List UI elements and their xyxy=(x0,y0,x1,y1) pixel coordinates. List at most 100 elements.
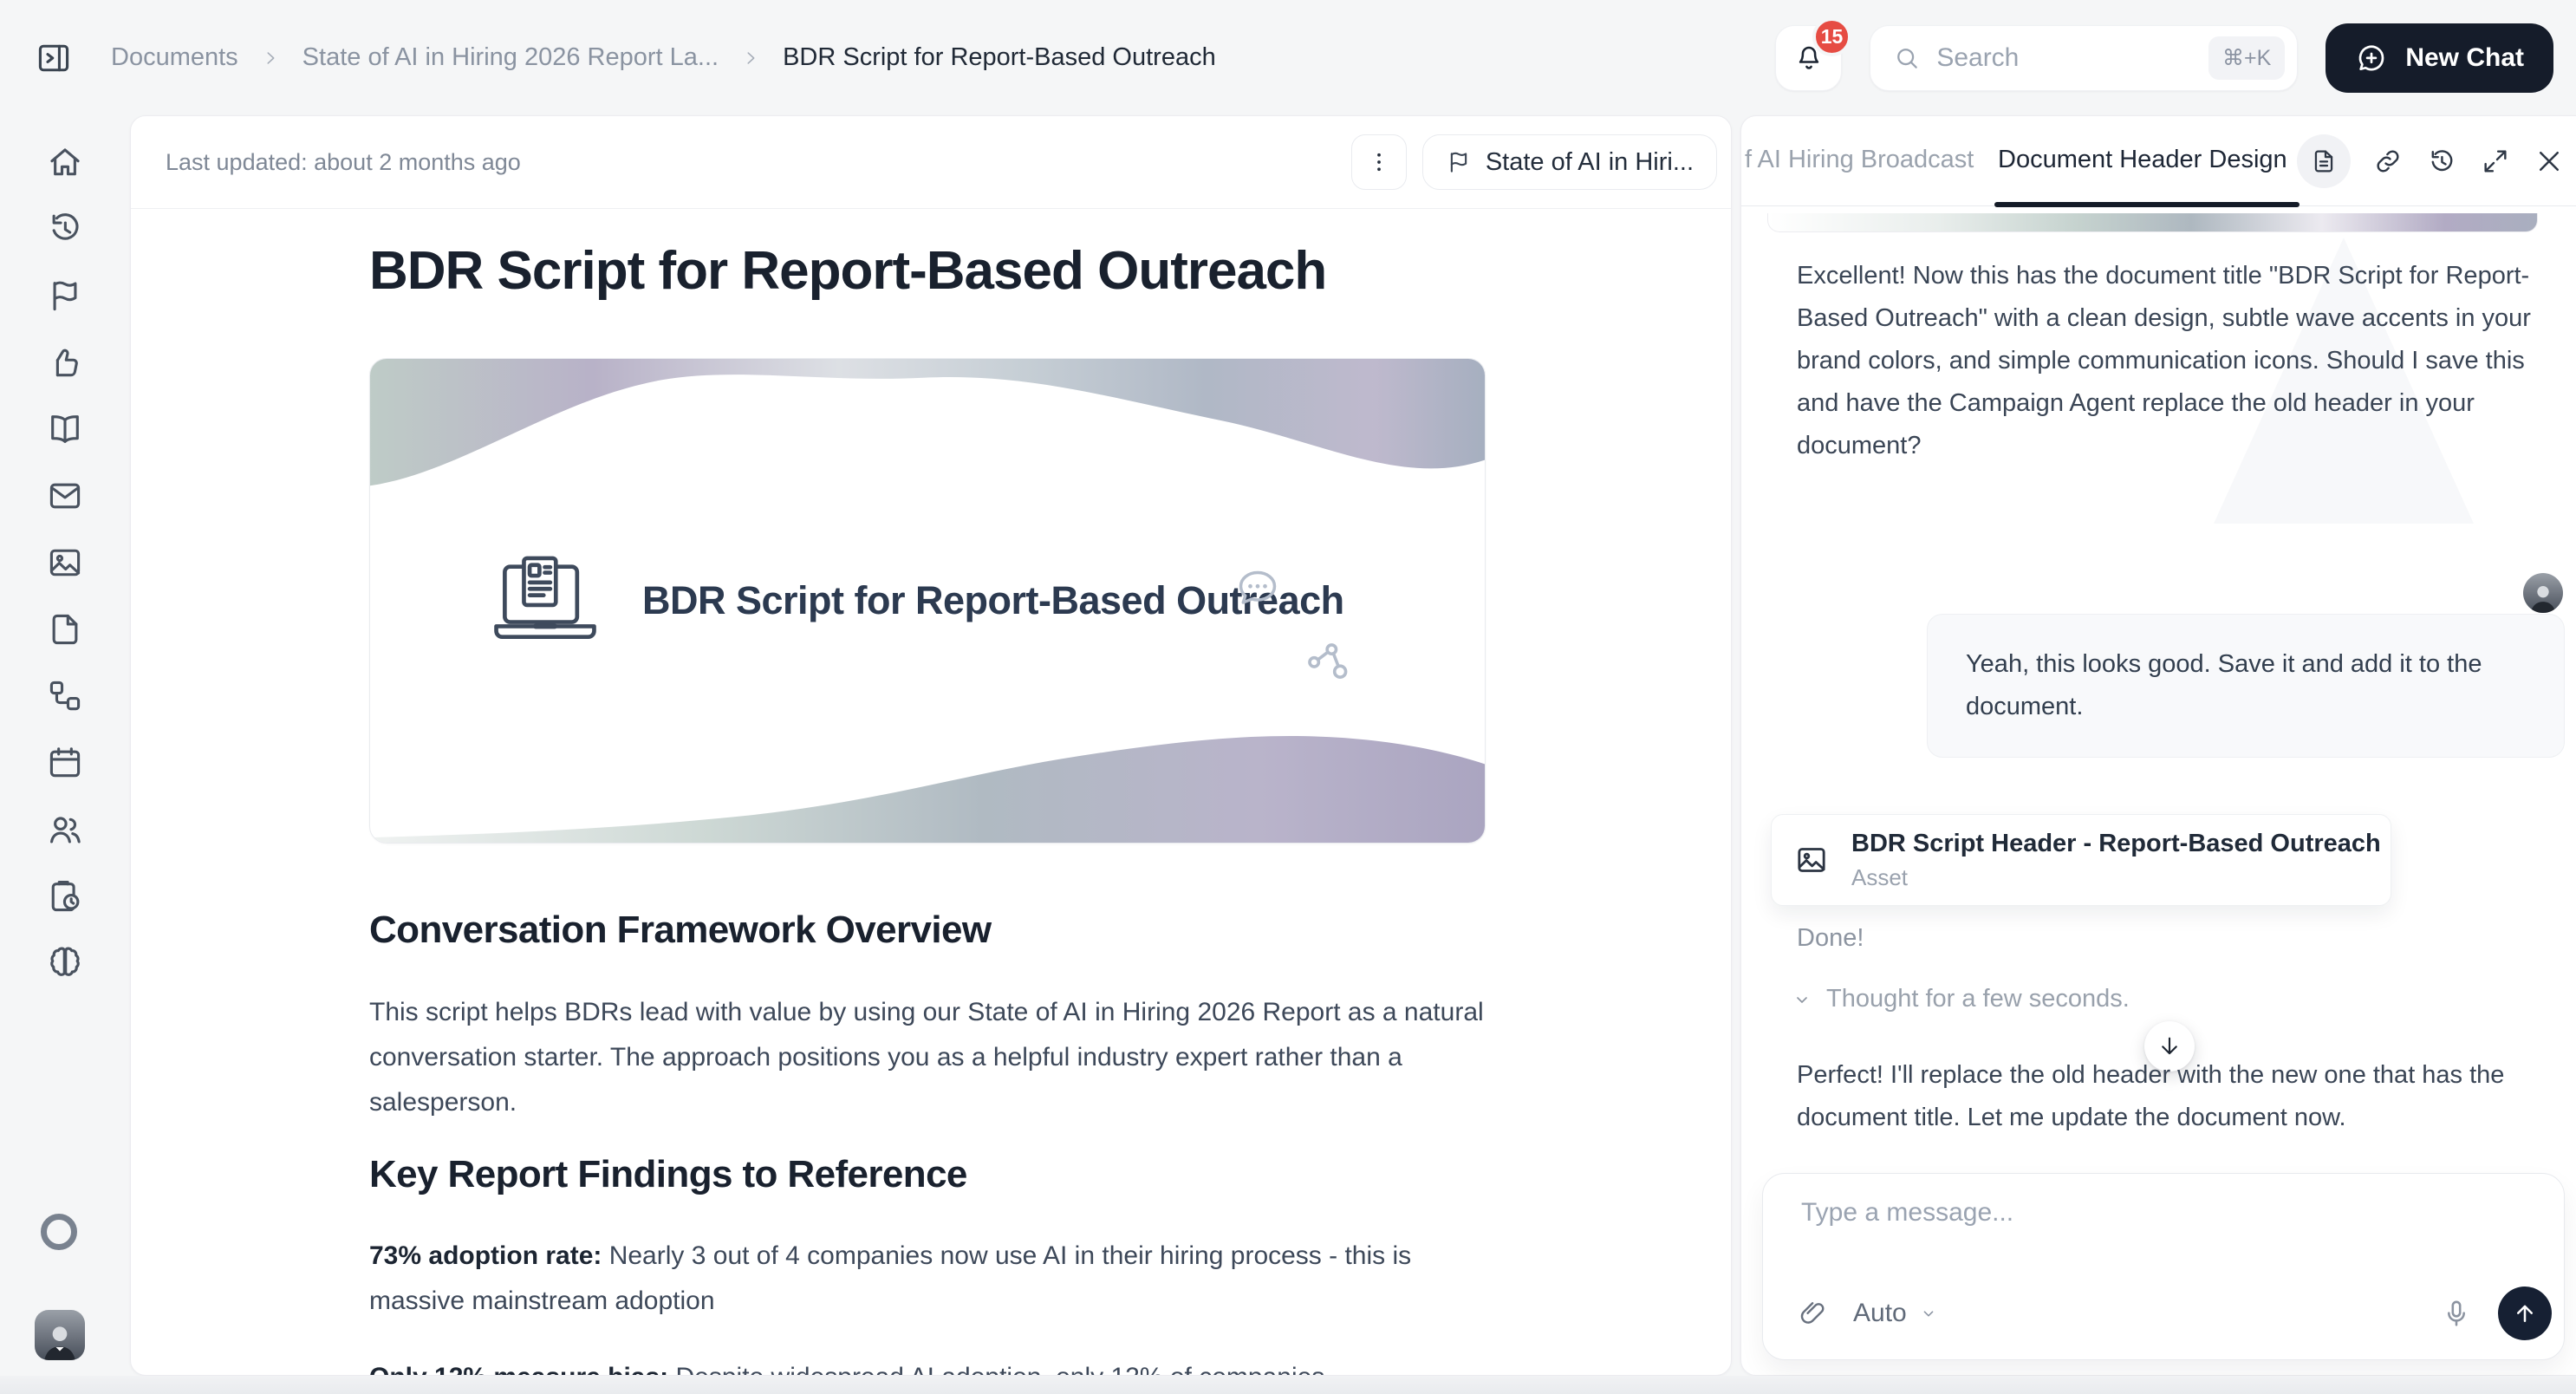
search-bar[interactable]: ⌘+K xyxy=(1870,24,2299,91)
header-image-title: BDR Script for Report-Based Outreach xyxy=(642,578,1344,623)
finding-bias: Only 12% measure bias: Despite widesprea… xyxy=(369,1355,1486,1375)
assistant-message: Excellent! Now this has the document tit… xyxy=(1797,262,2531,459)
sidebar-item-workflows[interactable] xyxy=(46,677,84,715)
sidebar-item-mail[interactable] xyxy=(46,477,84,515)
thought-disclosure[interactable]: Thought for a few seconds. xyxy=(1792,985,2130,1013)
document-view-button[interactable] xyxy=(2297,134,2351,188)
clipboard-clock-icon xyxy=(51,880,80,912)
new-chat-button[interactable]: New Chat xyxy=(2326,23,2553,93)
sidebar-item-documents[interactable] xyxy=(46,610,84,648)
dots-vertical-icon xyxy=(1376,153,1381,172)
breadcrumb-documents[interactable]: Documents xyxy=(111,43,238,71)
scroll-to-bottom-button[interactable] xyxy=(2144,1021,2195,1072)
top-bar: Documents State of AI in Hiring 2026 Rep… xyxy=(0,0,2576,115)
search-shortcut: ⌘+K xyxy=(2208,36,2286,80)
thought-label: Thought for a few seconds. xyxy=(1826,985,2130,1013)
document-toolbar: Last updated: about 2 months ago State o… xyxy=(131,116,1731,209)
workflow-icon xyxy=(49,681,81,711)
book-open-icon xyxy=(51,415,79,443)
active-tab-indicator xyxy=(1994,202,2300,207)
arrow-down-icon xyxy=(2162,1037,2177,1055)
sidebar-item-images[interactable] xyxy=(46,544,84,582)
page-bottom-edge xyxy=(0,1376,2576,1394)
scrolled-image-edge xyxy=(1767,213,2538,232)
last-updated-label: Last updated: about 2 months ago xyxy=(166,148,521,175)
section-heading-overview: Conversation Framework Overview xyxy=(369,909,992,952)
close-panel-button[interactable] xyxy=(2533,145,2566,178)
status-done: Done! xyxy=(1797,924,1864,952)
report-flag-button[interactable]: State of AI in Hiri... xyxy=(1421,134,1717,190)
chevron-right-icon xyxy=(747,51,755,64)
user-avatar[interactable] xyxy=(35,1310,85,1360)
asset-title: BDR Script Header - Report-Based Outreac… xyxy=(1851,829,2381,857)
microphone-icon xyxy=(2448,1300,2465,1326)
composer-toolbar: Auto xyxy=(1798,1287,2552,1340)
flag-icon xyxy=(53,281,77,311)
history-button[interactable] xyxy=(2425,145,2458,178)
file-icon xyxy=(52,614,78,645)
bell-icon xyxy=(1799,46,1818,69)
message-input[interactable] xyxy=(1801,1198,2526,1228)
watermark-triangle xyxy=(2214,238,2474,524)
close-icon xyxy=(2539,151,2560,172)
image-asset-icon xyxy=(1798,848,1825,872)
sidebar-item-history[interactable] xyxy=(46,210,84,248)
sidebar-item-people[interactable] xyxy=(46,811,84,849)
sidebar-toggle-button[interactable] xyxy=(35,39,73,77)
chat-plus-icon xyxy=(2359,44,2384,70)
person-icon xyxy=(2530,586,2556,613)
brain-icon xyxy=(50,947,80,976)
breadcrumb-report[interactable]: State of AI in Hiring 2026 Report La... xyxy=(302,43,719,71)
document-card: Last updated: about 2 months ago State o… xyxy=(130,115,1732,1376)
link-icon xyxy=(2377,150,2399,173)
document-icon xyxy=(2314,150,2333,173)
asset-card[interactable]: BDR Script Header - Report-Based Outreac… xyxy=(1771,814,2391,906)
share-nodes-icon xyxy=(1308,643,1348,680)
expand-icon xyxy=(2484,150,2507,173)
send-button[interactable] xyxy=(2498,1287,2552,1340)
finding-bias-lead: Only 12% measure bias: xyxy=(369,1363,668,1375)
status-ring-icon[interactable] xyxy=(41,1214,77,1250)
sidebar-item-thumbs-up[interactable] xyxy=(46,343,84,381)
notifications-button[interactable]: 15 xyxy=(1775,16,1852,91)
voice-input-button[interactable] xyxy=(2441,1298,2472,1329)
finding-adoption: 73% adoption rate: Nearly 3 out of 4 com… xyxy=(369,1241,1412,1316)
sidebar-item-tasks[interactable] xyxy=(46,877,84,915)
chevron-down-icon xyxy=(1923,1311,1934,1317)
tab-document-header-design[interactable]: Document Header Design xyxy=(1998,146,2324,174)
chat-panel: f AI Hiring Broadcast Document Header De… xyxy=(1740,115,2576,1376)
history-icon xyxy=(2431,150,2453,172)
search-icon xyxy=(1897,48,1918,68)
left-sidebar xyxy=(0,115,130,1394)
image-icon xyxy=(49,549,81,576)
link-button[interactable] xyxy=(2371,145,2404,178)
sidebar-item-calendar[interactable] xyxy=(46,744,84,782)
sidebar-item-ai[interactable] xyxy=(46,944,84,982)
document-header-image[interactable]: BDR Script for Report-Based Outreach xyxy=(369,358,1486,844)
person-icon xyxy=(44,1326,75,1360)
sidebar-item-flag[interactable] xyxy=(46,277,84,315)
expand-button[interactable] xyxy=(2479,145,2512,178)
finding-adoption-lead: 73% adoption rate: xyxy=(369,1241,602,1271)
paperclip-icon xyxy=(1800,1302,1825,1324)
calendar-icon xyxy=(49,747,81,778)
sidebar-item-library[interactable] xyxy=(46,410,84,448)
tab-ai-hiring-broadcast[interactable]: f AI Hiring Broadcast xyxy=(1745,146,1974,173)
flag-icon xyxy=(1450,152,1467,173)
document-menu-button[interactable] xyxy=(1350,134,1407,190)
home-icon xyxy=(50,148,80,176)
chat-thread[interactable]: Excellent! Now this has the document tit… xyxy=(1741,206,2576,1375)
mode-label: Auto xyxy=(1853,1299,1907,1327)
chevron-right-icon xyxy=(267,51,275,64)
section-heading-findings: Key Report Findings to Reference xyxy=(369,1153,967,1196)
mode-selector[interactable]: Auto xyxy=(1853,1299,1938,1328)
notification-badge: 15 xyxy=(1812,16,1852,56)
message-composer[interactable]: Auto xyxy=(1762,1173,2565,1360)
history-icon xyxy=(52,213,79,240)
search-input[interactable] xyxy=(1936,42,2194,73)
sidebar-item-home[interactable] xyxy=(46,143,84,181)
attach-button[interactable] xyxy=(1798,1299,1827,1328)
wave-accent-top xyxy=(370,359,1485,486)
laptop-document-icon xyxy=(494,556,596,640)
document-body: BDR Script for Report-Based Outreach xyxy=(131,209,1731,1375)
